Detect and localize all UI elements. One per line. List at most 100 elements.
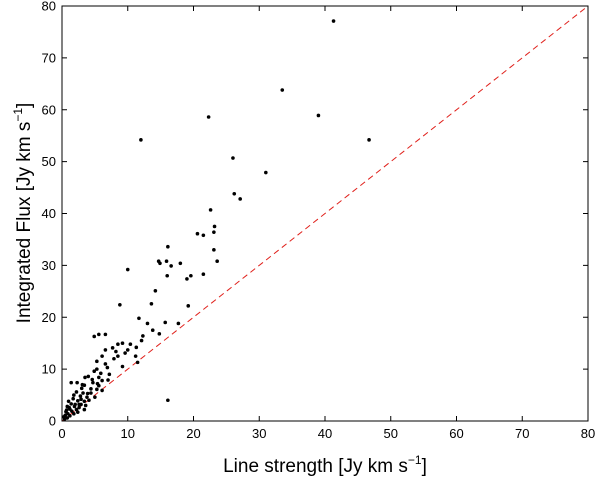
data-point [75,380,79,385]
x-axis-label-text: Line strength [Jy km s [223,456,408,477]
data-point [80,382,85,387]
data-point [153,288,158,293]
data-point [75,410,80,414]
data-point [100,378,104,383]
data-point [78,394,83,398]
data-point [97,332,101,337]
data-point [103,332,108,337]
x-axis-label-exponent: −1 [408,453,422,467]
x-tick-label: 70 [515,426,529,441]
data-point [77,405,81,410]
data-point [91,380,95,385]
data-point [92,369,97,374]
data-point [64,408,69,412]
data-point [123,351,127,355]
reference-diagonal-line [61,5,589,422]
data-point [163,320,168,325]
data-point [69,380,74,385]
data-point [176,321,181,326]
data-point [79,397,83,402]
data-point [238,197,242,201]
data-point [103,348,108,352]
data-point [139,138,143,142]
data-point [70,409,74,413]
y-tick-label: 20 [42,310,56,325]
data-point [137,316,141,321]
data-point [82,407,87,412]
y-axis-label-exponent: −1 [11,108,25,122]
data-point [92,334,97,339]
data-point [73,402,77,407]
data-point [116,354,120,358]
data-point [201,272,206,276]
data-point [158,261,162,266]
data-point [100,354,104,358]
data-point [79,402,83,407]
y-axis-label: Integrated Flux [Jy km s−1] [11,103,35,324]
data-point [133,354,138,358]
data-point [206,115,211,119]
data-point [185,277,189,281]
data-point [95,359,99,364]
x-tick-label: 60 [449,426,463,441]
data-point [89,391,93,395]
data-point [95,367,99,371]
y-tick-label: 30 [42,258,56,273]
x-tick-label: 30 [252,426,266,441]
x-tick-label: 50 [384,426,398,441]
data-point [97,375,101,380]
data-point [186,304,191,308]
data-point [164,259,169,264]
data-point [212,248,216,252]
data-point [67,405,72,410]
data-point [195,231,200,236]
data-point [145,321,150,326]
data-point [125,267,130,272]
x-tick-label: 40 [318,426,332,441]
axis-ticks: 0 10 20 30 40 50 60 70 80 0 10 20 30 40 50 60 70 80 [42,0,596,441]
data-point [93,395,97,399]
data-point [178,261,183,266]
data-point [105,365,110,370]
y-axis-label-close: ] [14,103,35,108]
data-point [139,338,144,343]
data-point [74,390,79,394]
x-tick-label: 20 [186,426,200,441]
data-point [118,303,122,307]
data-point [141,334,145,338]
y-tick-label: 0 [49,414,56,429]
data-point [165,273,169,278]
data-point [212,230,216,234]
data-point [367,138,371,142]
y-tick-label: 40 [42,206,56,221]
data-point [331,19,336,23]
data-point [189,273,193,278]
data-point [66,399,71,404]
data-point [75,398,80,403]
data-point [79,386,84,391]
data-point [114,349,118,354]
data-point [116,342,120,347]
data-point [120,341,125,345]
data-points [62,19,371,421]
x-axis-label: Line strength [Jy km s−1] [223,453,427,477]
data-point [112,356,116,361]
data-point [149,301,154,306]
data-point [208,208,213,212]
data-point [264,170,268,175]
data-point [107,372,112,377]
x-tick-label: 80 [581,426,595,441]
data-point [72,411,76,416]
data-point [125,348,130,352]
data-point [280,88,285,92]
y-axis-label-text: Integrated Flux [Jy km s [14,122,35,324]
data-point [62,417,67,421]
data-point [157,332,162,336]
data-point [106,378,110,382]
data-point [90,377,95,382]
data-point [83,375,87,380]
data-point [103,362,108,366]
data-point [87,398,91,403]
data-point [135,360,140,365]
